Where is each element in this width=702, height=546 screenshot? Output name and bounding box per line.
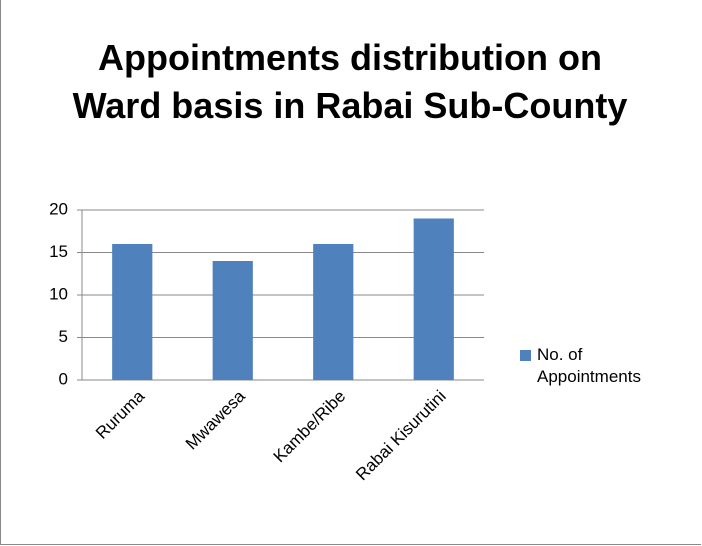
- bar: [413, 218, 454, 380]
- y-tick-label: 5: [59, 327, 68, 346]
- bar: [112, 244, 153, 380]
- legend: No. of Appointments: [520, 344, 690, 388]
- y-tick-label: 15: [49, 242, 68, 261]
- x-tick-label: Kambe/Ribe: [270, 387, 350, 467]
- y-tick-label: 0: [59, 369, 68, 388]
- y-tick-label: 20: [49, 199, 68, 218]
- x-tick-label: Rabai Kisurutini: [352, 387, 450, 485]
- bar: [313, 244, 354, 380]
- legend-label: No. of Appointments: [537, 345, 641, 386]
- legend-swatch: [520, 350, 531, 361]
- x-tick-label: Mwawesa: [182, 386, 249, 453]
- y-tick-label: 10: [49, 284, 68, 303]
- chart-title: Appointments distribution on Ward basis …: [72, 37, 628, 126]
- bar: [212, 261, 253, 380]
- x-tick-label: Ruruma: [92, 386, 149, 443]
